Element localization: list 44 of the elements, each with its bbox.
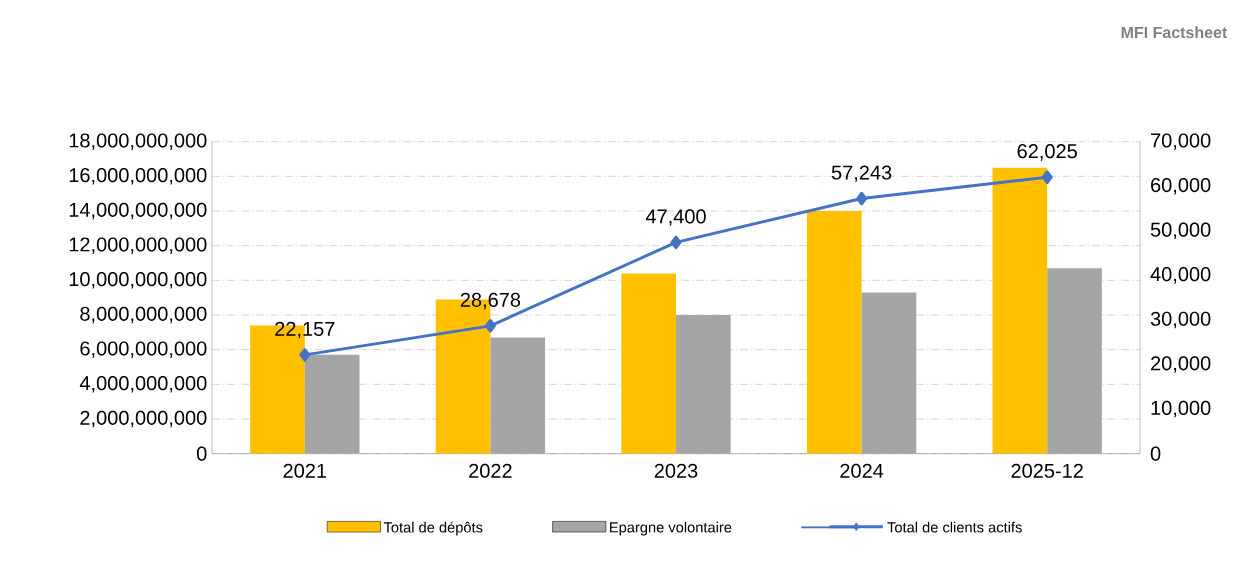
y-tick-label: 18,000,000,000: [69, 133, 207, 150]
x-tick-label: 2025-12: [1011, 463, 1083, 478]
text: MFI Factsheet: [1121, 26, 1228, 39]
bar: [861, 292, 917, 454]
x-tick-label: 2023: [654, 463, 698, 478]
y-tick-label: 12,000,000,000: [69, 237, 207, 254]
bar: [806, 210, 862, 454]
bar: [490, 337, 546, 454]
bar: [304, 354, 360, 454]
data-label: 62,025: [1017, 144, 1077, 161]
y2-tick-label: 10,000: [1151, 400, 1211, 418]
point: [484, 319, 496, 333]
data-label: 57,243: [831, 165, 892, 182]
y-tick-label: 8,000,000,000: [80, 306, 207, 324]
bar: [992, 167, 1048, 454]
y-tick-label: 16,000,000,000: [69, 168, 207, 185]
y2-tick-label: 70,000: [1151, 133, 1211, 150]
data-label: 47,400: [645, 209, 706, 226]
y-tick-label: 0: [196, 446, 207, 461]
x-tick-label: 2024: [840, 463, 884, 478]
point: [1041, 170, 1053, 185]
y2-tick-label: 0: [1150, 446, 1161, 461]
y-tick-label: 6,000,000,000: [80, 341, 207, 358]
x-tick-label: 2022: [469, 463, 512, 478]
data-label: 28,678: [460, 292, 521, 310]
y2-tick-label: 20,000: [1151, 356, 1211, 373]
legend-label: Epargne volontaire: [610, 521, 732, 536]
point: [299, 348, 311, 362]
y2-tick-label: 50,000: [1150, 222, 1211, 240]
y2-tick-label: 60,000: [1151, 177, 1211, 195]
bar: [676, 314, 731, 454]
point: [856, 191, 868, 206]
bar: [621, 273, 677, 454]
y-tick-label: 4,000,000,000: [79, 376, 207, 393]
y2-tick-label: 40,000: [1150, 267, 1211, 284]
point: [670, 235, 682, 250]
y-tick-label: 10,000,000,000: [69, 272, 207, 289]
y-tick-label: 14,000,000,000: [69, 202, 207, 220]
x-tick-label: 2021: [283, 463, 327, 478]
legend-label: Total de clients actifs: [887, 521, 1022, 533]
y-tick-label: 2,000,000,000: [80, 410, 207, 428]
y2-tick-label: 30,000: [1150, 311, 1211, 329]
bar: [1047, 268, 1102, 454]
legend-label: Total de dépôts: [383, 521, 483, 536]
